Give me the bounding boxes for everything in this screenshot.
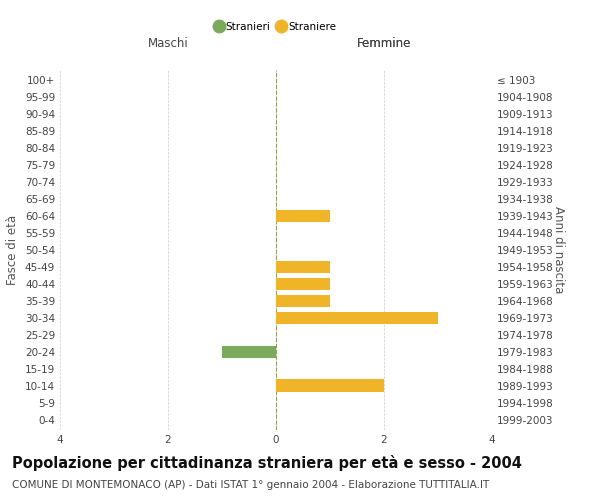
Text: COMUNE DI MONTEMONACO (AP) - Dati ISTAT 1° gennaio 2004 - Elaborazione TUTTITALI: COMUNE DI MONTEMONACO (AP) - Dati ISTAT … (12, 480, 489, 490)
Bar (276, 260, 330, 274)
Bar (276, 294, 330, 308)
Bar (276, 210, 330, 222)
Text: Popolazione per cittadinanza straniera per età e sesso - 2004: Popolazione per cittadinanza straniera p… (12, 455, 522, 471)
Y-axis label: Anni di nascita: Anni di nascita (552, 206, 565, 294)
Bar (222, 346, 276, 358)
Bar (276, 312, 438, 324)
Bar (276, 278, 330, 290)
Text: Femmine: Femmine (357, 37, 411, 50)
Y-axis label: Fasce di età: Fasce di età (7, 215, 19, 285)
Legend: Stranieri, Straniere: Stranieri, Straniere (212, 18, 340, 36)
Text: Femmine: Femmine (357, 37, 411, 50)
Text: Maschi: Maschi (148, 37, 188, 50)
Bar (276, 380, 384, 392)
